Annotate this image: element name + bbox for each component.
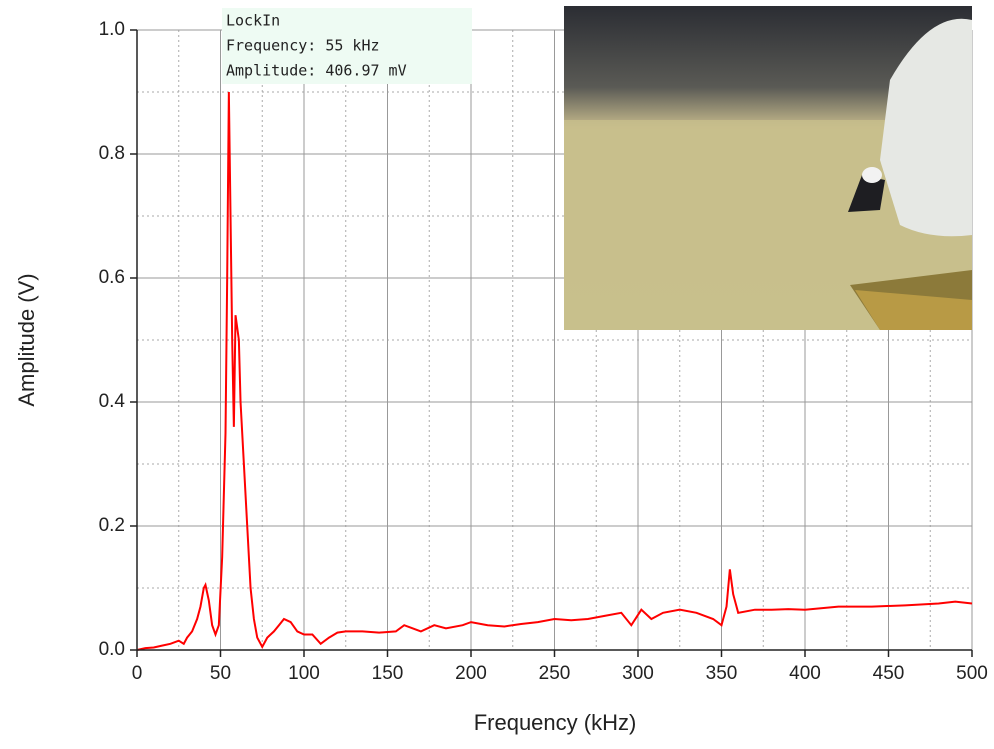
y-tick-label: 0.6 bbox=[99, 267, 125, 288]
x-tick-label: 300 bbox=[622, 663, 654, 684]
y-tick-label: 0.2 bbox=[99, 515, 125, 536]
x-tick-label: 0 bbox=[132, 663, 143, 684]
x-tick-label: 100 bbox=[288, 663, 320, 684]
y-tick-label: 0.8 bbox=[99, 143, 125, 164]
y-axis-label: Amplitude (V) bbox=[14, 273, 39, 406]
annotation-box bbox=[222, 8, 472, 84]
x-tick-label: 250 bbox=[539, 663, 571, 684]
annotation-text: LockIn bbox=[226, 12, 280, 30]
x-tick-label: 450 bbox=[873, 663, 905, 684]
plot bbox=[136, 91, 973, 651]
annotation-text: Amplitude: 406.97 mV bbox=[226, 62, 407, 80]
x-tick-label: 50 bbox=[210, 663, 231, 684]
x-axis-label: Frequency (kHz) bbox=[474, 710, 637, 735]
y-tick-label: 1.0 bbox=[99, 19, 125, 40]
x-tick-label: 400 bbox=[789, 663, 821, 684]
x-tick-label: 500 bbox=[956, 663, 988, 684]
y-tick-label: 0.4 bbox=[99, 391, 126, 412]
x-tick-label: 200 bbox=[455, 663, 487, 684]
inset-photo bbox=[564, 6, 972, 330]
x-tick-label: 350 bbox=[706, 663, 738, 684]
y-tick-label: 0.0 bbox=[99, 639, 125, 660]
data-line bbox=[136, 91, 973, 651]
x-tick-label: 150 bbox=[372, 663, 404, 684]
annotation-text: Frequency: 55 kHz bbox=[226, 37, 380, 55]
